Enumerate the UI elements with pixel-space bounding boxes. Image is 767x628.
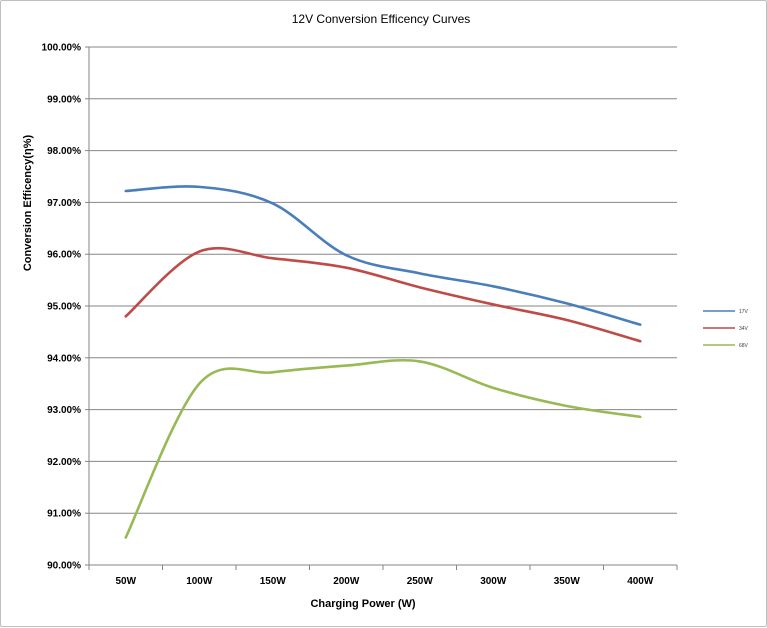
y-tick-label: 98.00%	[47, 146, 81, 157]
x-tick-label: 250W	[407, 576, 434, 587]
series-line-34v	[124, 246, 642, 343]
chart-title: 12V Conversion Efficency Curves	[292, 12, 471, 26]
x-tick-label: 350W	[554, 576, 581, 587]
y-tick-labels: 90.00% 91.00% 92.00% 93.00% 94.00% 95.00% 96.0…	[42, 43, 82, 572]
legend-label: 34V	[739, 326, 749, 332]
x-tick-label: 150W	[260, 576, 287, 587]
series-lines	[124, 185, 642, 539]
series-line-68v	[124, 358, 642, 539]
y-tick-label: 99.00%	[47, 94, 81, 105]
legend-label: 68V	[739, 343, 749, 349]
y-axis-title: Conversion Efficency(η%)	[22, 135, 34, 272]
x-axis-title: Charging Power (W)	[310, 598, 415, 610]
y-tick-label: 97.00%	[47, 198, 81, 209]
x-tick-labels: 50W 100W 150W 200W 250W 300W 350W 400W	[115, 576, 653, 587]
x-tick-label: 100W	[186, 576, 213, 587]
legend: 17V 34V 68V	[703, 309, 749, 349]
y-tick-label: 96.00%	[47, 250, 81, 261]
x-tick-label: 200W	[333, 576, 360, 587]
y-tick-label: 93.00%	[47, 405, 81, 416]
gridlines	[89, 46, 677, 514]
y-tick-label: 92.00%	[47, 457, 81, 468]
y-tick-label: 90.00%	[47, 561, 81, 572]
x-tick-label: 400W	[627, 576, 654, 587]
x-tick-label: 50W	[115, 576, 136, 587]
x-tick-label: 300W	[480, 576, 507, 587]
legend-label: 17V	[739, 309, 749, 315]
y-tick-label: 94.00%	[47, 353, 81, 364]
series-line-17v	[124, 185, 642, 326]
y-tick-label: 95.00%	[47, 302, 81, 313]
y-tick-label: 100.00%	[42, 43, 82, 54]
axes	[85, 46, 678, 570]
y-tick-label: 91.00%	[47, 509, 81, 520]
